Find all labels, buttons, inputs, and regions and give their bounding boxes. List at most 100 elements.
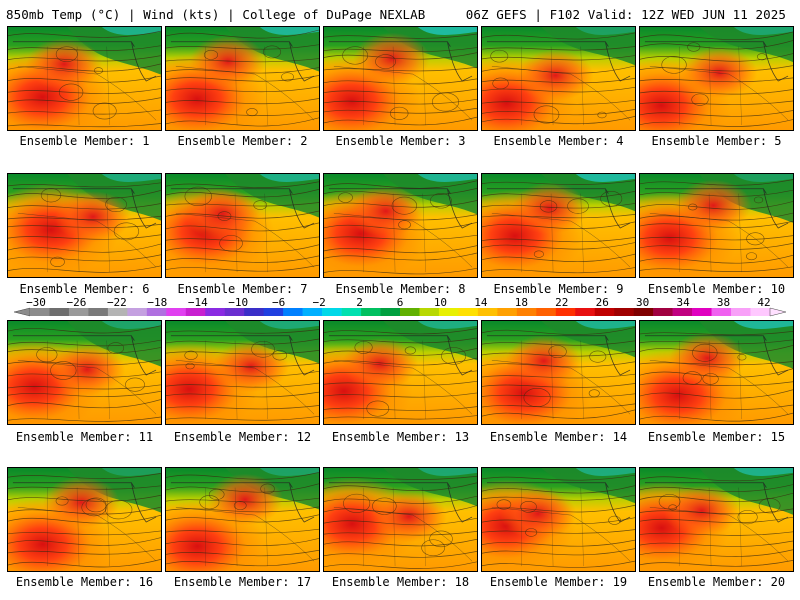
ensemble-member-label: Ensemble Member: 11	[15, 430, 154, 444]
colorbar-swatch	[477, 308, 498, 316]
ensemble-member-label: Ensemble Member: 19	[489, 575, 628, 589]
ensemble-member-map	[7, 320, 162, 425]
ensemble-member-label: Ensemble Member: 5	[651, 134, 782, 148]
ensemble-member-label: Ensemble Member: 6	[19, 282, 150, 296]
temperature-colorbar: −30 −26 −22 −18 −14 −10 −6 −2 2 6 10 14 18 22 26 30 34 38…	[13, 296, 787, 317]
ensemble-member-map	[7, 467, 162, 572]
colorbar-swatch	[594, 308, 615, 316]
colorbar-tick-label: −18	[147, 296, 167, 309]
colorbar-swatch	[68, 308, 89, 316]
ensemble-member-map	[323, 467, 478, 572]
ensemble-member-map	[323, 320, 478, 425]
ensemble-member-label: Ensemble Member: 13	[331, 430, 470, 444]
colorbar-swatch	[146, 308, 167, 316]
ensemble-member-label: Ensemble Member: 18	[331, 575, 470, 589]
colorbar-swatch	[30, 308, 50, 316]
colorbar-tick-label: 10	[434, 296, 447, 309]
colorbar-swatch	[263, 308, 284, 316]
colorbar-swatch	[692, 308, 712, 316]
ensemble-member-label: Ensemble Member: 12	[173, 430, 312, 444]
colorbar-swatch	[88, 308, 109, 316]
ensemble-member-map	[481, 26, 636, 131]
colorbar-tick-label: 26	[596, 296, 609, 309]
colorbar-tick-label: −22	[107, 296, 127, 309]
colorbar-swatch	[653, 308, 673, 316]
colorbar-swatch	[750, 308, 771, 316]
ensemble-member-map	[323, 173, 478, 278]
colorbar-tick-label: 30	[636, 296, 649, 309]
colorbar-swatch	[731, 308, 751, 316]
colorbar-tick-label: −30	[26, 296, 46, 309]
ensemble-member-map	[165, 320, 320, 425]
colorbar-swatch	[419, 308, 440, 316]
ensemble-member-label: Ensemble Member: 3	[335, 134, 466, 148]
colorbar-swatch	[400, 308, 420, 316]
ensemble-member-label: Ensemble Member: 9	[493, 282, 624, 296]
map-title: 850mb Temp (°C) | Wind (kts) | College o…	[6, 7, 426, 22]
colorbar-swatch	[536, 308, 557, 316]
colorbar-swatch	[438, 308, 459, 316]
colorbar-tick-label: −14	[188, 296, 208, 309]
ensemble-member-map	[639, 320, 794, 425]
colorbar-swatch	[166, 308, 187, 316]
ensemble-member-map	[165, 173, 320, 278]
ensemble-member-map	[323, 26, 478, 131]
ensemble-member-map	[165, 26, 320, 131]
colorbar-swatch	[614, 308, 634, 316]
colorbar-tick-label: 42	[757, 296, 770, 309]
colorbar-tick-label: 22	[555, 296, 568, 309]
ensemble-member-map	[639, 173, 794, 278]
model-run-valid-time: 06Z GEFS | F102 Valid: 12Z WED JUN 11 20…	[465, 7, 786, 22]
ensemble-member-label: Ensemble Member: 17	[173, 575, 312, 589]
ensemble-member-label: Ensemble Member: 10	[647, 282, 786, 296]
ensemble-member-label: Ensemble Member: 15	[647, 430, 786, 444]
colorbar-swatch	[497, 308, 518, 316]
colorbar-swatch	[633, 308, 654, 316]
ensemble-member-map	[481, 173, 636, 278]
colorbar-swatch	[575, 308, 596, 316]
ensemble-member-map	[165, 467, 320, 572]
ensemble-member-label: Ensemble Member: 2	[177, 134, 308, 148]
colorbar-swatch	[302, 308, 323, 316]
ensemble-member-label: Ensemble Member: 8	[335, 282, 466, 296]
colorbar-tick-label: 2	[356, 296, 363, 309]
colorbar-swatch	[458, 308, 479, 316]
ensemble-member-map	[481, 320, 636, 425]
colorbar-swatch	[322, 308, 342, 316]
colorbar-min-arrow	[13, 307, 31, 317]
ensemble-member-label: Ensemble Member: 16	[15, 575, 154, 589]
colorbar-swatch	[185, 308, 206, 316]
colorbar-swatch	[244, 308, 264, 316]
colorbar-swatch	[127, 308, 148, 316]
ensemble-member-label: Ensemble Member: 20	[647, 575, 786, 589]
ensemble-member-label: Ensemble Member: 4	[493, 134, 624, 148]
colorbar-tick-label: −2	[312, 296, 325, 309]
colorbar-swatch	[555, 308, 576, 316]
ensemble-member-map	[7, 26, 162, 131]
colorbar-swatch	[205, 308, 226, 316]
colorbar-swatch	[711, 308, 732, 316]
colorbar-swatch	[672, 308, 693, 316]
ensemble-member-map	[7, 173, 162, 278]
ensemble-member-map	[639, 467, 794, 572]
colorbar-swatch	[49, 308, 70, 316]
colorbar-swatch	[341, 308, 362, 316]
colorbar-tick-label: −10	[228, 296, 248, 309]
colorbar-tick-label: 34	[676, 296, 690, 309]
ensemble-member-label: Ensemble Member: 14	[489, 430, 628, 444]
ensemble-member-map	[481, 467, 636, 572]
colorbar-tick-label: 18	[515, 296, 528, 309]
colorbar-swatch	[516, 308, 537, 316]
ensemble-member-label: Ensemble Member: 7	[177, 282, 308, 296]
colorbar-swatch	[283, 308, 303, 316]
colorbar-swatch	[380, 308, 401, 316]
colorbar-swatch	[107, 308, 128, 316]
colorbar-tick-label: 14	[474, 296, 488, 309]
colorbar-tick-label: 6	[397, 296, 404, 309]
colorbar-tick-label: −26	[67, 296, 87, 309]
colorbar-tick-label: 38	[717, 296, 730, 309]
colorbar-max-arrow	[769, 307, 787, 317]
colorbar-swatch	[224, 308, 245, 316]
ensemble-member-label: Ensemble Member: 1	[19, 134, 150, 148]
ensemble-member-map	[639, 26, 794, 131]
